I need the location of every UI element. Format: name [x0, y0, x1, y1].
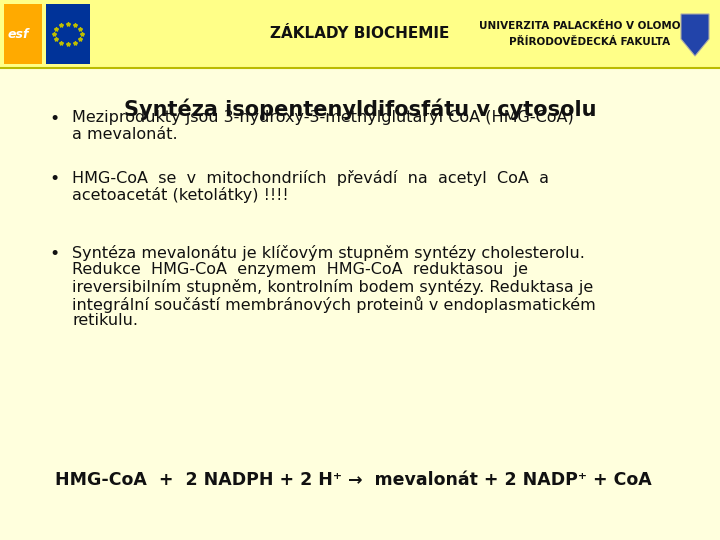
Text: Meziprodukty jsou 3-hydroxy-3-methylglutaryl CoA (HMG-CoA): Meziprodukty jsou 3-hydroxy-3-methylglut…: [72, 110, 574, 125]
Text: PŘÍRODOVĚDECKÁ FAKULTA: PŘÍRODOVĚDECKÁ FAKULTA: [510, 37, 670, 47]
Text: acetoacetát (ketolátky) !!!!: acetoacetát (ketolátky) !!!!: [72, 187, 289, 203]
Text: HMG-CoA  se  v  mitochondriích  převádí  na  acetyl  CoA  a: HMG-CoA se v mitochondriích převádí na a…: [72, 170, 549, 186]
Text: •: •: [50, 170, 60, 188]
Bar: [46, 4, 90, 64]
Bar: [4, 4, 42, 64]
Text: •: •: [50, 245, 60, 263]
Text: UNIVERZITA PALACKÉHO V OLOMOUCI: UNIVERZITA PALACKÉHO V OLOMOUCI: [480, 21, 701, 31]
Polygon shape: [681, 14, 709, 56]
Text: Syntéza mevalonátu je klíčovým stupněm syntézy cholesterolu.: Syntéza mevalonátu je klíčovým stupněm s…: [72, 245, 585, 261]
Text: HMG-CoA  +  2 NADPH + 2 H⁺ →  mevalonát + 2 NADP⁺ + CoA: HMG-CoA + 2 NADPH + 2 H⁺ → mevalonát + 2…: [55, 471, 652, 489]
Text: ireversibilním stupněm, kontrolním bodem syntézy. Reduktasa je: ireversibilním stupněm, kontrolním bodem…: [72, 279, 593, 295]
Text: Syntéza isopentenyldifosfátu v cytosolu: Syntéza isopentenyldifosfátu v cytosolu: [124, 98, 596, 119]
Text: retikulu.: retikulu.: [72, 313, 138, 328]
Text: ZÁKLADY BIOCHEMIE: ZÁKLADY BIOCHEMIE: [270, 26, 450, 42]
Text: integrální součástí membránových proteinů v endoplasmatickém: integrální součástí membránových protein…: [72, 296, 595, 313]
Text: •: •: [50, 110, 60, 128]
Text: Redukce  HMG-CoA  enzymem  HMG-CoA  reduktasou  je: Redukce HMG-CoA enzymem HMG-CoA reduktas…: [72, 262, 528, 277]
Text: esf: esf: [8, 28, 30, 40]
Bar: [0, 0, 720, 68]
Text: a mevalonát.: a mevalonát.: [72, 127, 178, 142]
